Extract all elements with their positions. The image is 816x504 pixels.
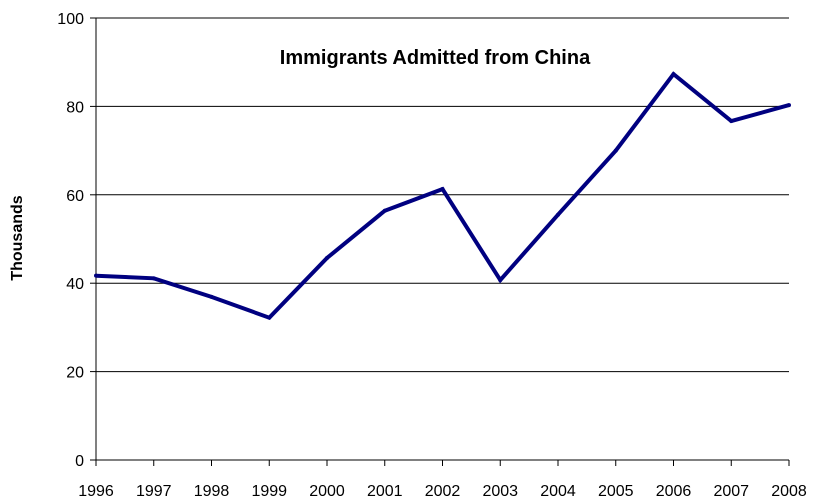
gridlines <box>96 17 789 373</box>
x-tick-label-2004: 2004 <box>540 483 576 500</box>
y-tick-label-40: 40 <box>66 276 84 293</box>
y-tick-label-0: 0 <box>75 453 84 470</box>
data-point-2007 <box>729 118 734 123</box>
data-point-2008 <box>787 103 791 108</box>
x-tick-label-2006: 2006 <box>656 483 692 500</box>
x-tick-label-1998: 1998 <box>194 483 230 500</box>
x-axis-ticks: 1996 1997 1998 1999 2000 2001 2002 2003 2004 2005… <box>78 460 807 500</box>
series-layer <box>94 71 791 321</box>
x-tick-label-1996: 1996 <box>78 483 114 500</box>
x-tick-label-2003: 2003 <box>482 483 518 500</box>
x-tick-label-2007: 2007 <box>713 483 749 500</box>
x-tick-label-2000: 2000 <box>309 483 345 500</box>
data-point-2000 <box>325 256 329 261</box>
y-axis-title: Thousands <box>9 195 26 280</box>
data-point-2001 <box>382 208 387 213</box>
y-tick-label-100: 100 <box>57 11 84 28</box>
data-point-2004 <box>556 212 560 217</box>
x-tick-label-1999: 1999 <box>251 483 287 500</box>
x-tick-label-2002: 2002 <box>425 483 461 500</box>
x-tick-label-1997: 1997 <box>136 483 172 500</box>
data-point-1999 <box>267 315 272 320</box>
data-point-1997 <box>151 276 156 281</box>
data-point-2006 <box>671 72 676 77</box>
data-point-1998 <box>209 294 214 299</box>
x-tick-label-2005: 2005 <box>598 483 634 500</box>
y-axis-ticks: 0 20 40 60 80 100 <box>57 11 96 470</box>
x-tick-label-2008: 2008 <box>771 483 807 500</box>
data-point-2002 <box>440 187 445 192</box>
data-point-1996 <box>94 273 98 278</box>
chart-title: Immigrants Admitted from China <box>280 47 591 69</box>
data-point-2005 <box>613 148 618 153</box>
y-tick-label-80: 80 <box>66 99 84 116</box>
y-tick-label-20: 20 <box>66 365 84 382</box>
x-tick-label-2001: 2001 <box>367 483 403 500</box>
data-point-2003 <box>498 278 503 283</box>
y-tick-label-60: 60 <box>66 188 84 205</box>
